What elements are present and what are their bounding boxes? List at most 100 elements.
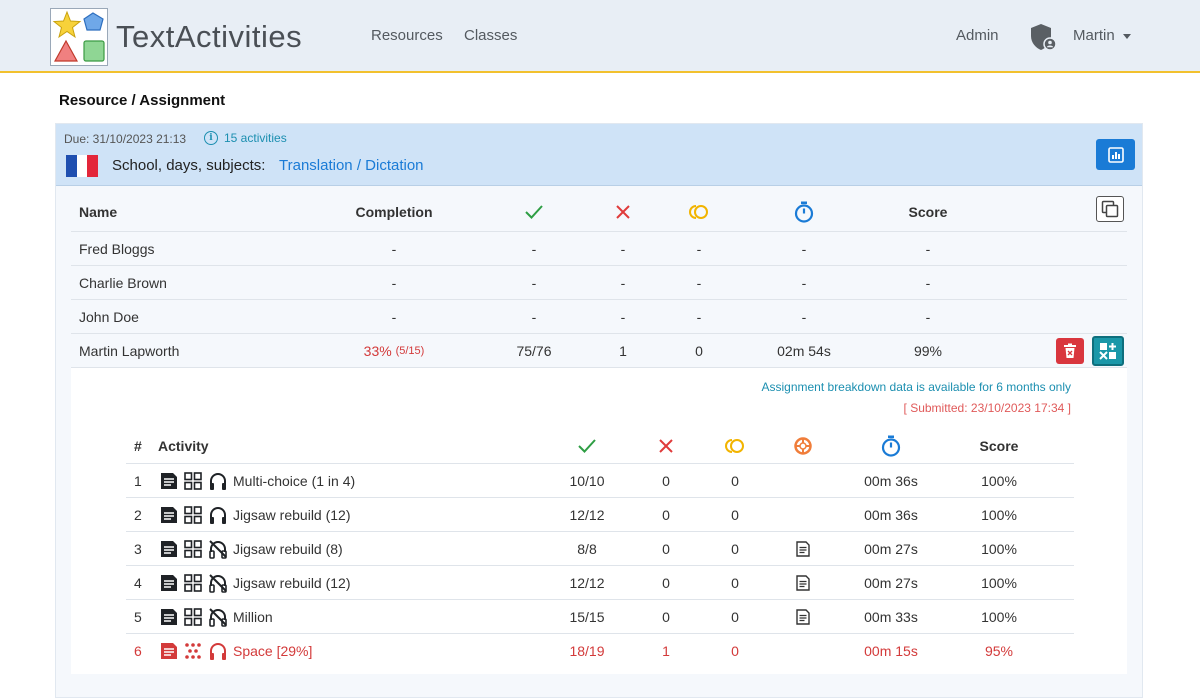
headphones-off-icon — [209, 607, 227, 627]
copy-button[interactable] — [1096, 196, 1124, 222]
student-name: Charlie Brown — [79, 274, 167, 291]
score-value: 100% — [981, 506, 1017, 523]
hints-value: 0 — [731, 472, 739, 489]
hints-value: - — [696, 274, 702, 291]
table-row[interactable]: Fred Bloggs - - - - - - — [71, 232, 1127, 266]
table-row[interactable]: Martin Lapworth 33% (5/15) 75/76 1 0 02m… — [71, 334, 1127, 368]
table-row[interactable]: 1 Multi-choice (1 in 4) 10/10 0 0 00m 36… — [126, 464, 1074, 498]
logo-icon — [50, 8, 108, 66]
wrong-value: 0 — [662, 472, 670, 489]
wrong-value: 0 — [662, 540, 670, 557]
time-value: 00m 27s — [864, 540, 918, 557]
check-icon — [509, 192, 559, 231]
time-value: - — [801, 274, 807, 291]
check-icon — [562, 428, 612, 463]
report-chart-button[interactable] — [1096, 139, 1135, 170]
table-row[interactable]: 2 Jigsaw rebuild (12) 12/12 0 0 00m 36s … — [126, 498, 1074, 532]
correct-value: 12/12 — [569, 506, 605, 523]
brand-name: TextActivities — [116, 19, 303, 54]
copy-icon — [1101, 200, 1119, 218]
score-value: 100% — [981, 608, 1017, 625]
lifebuoy-icon — [778, 428, 828, 463]
completion-value: - — [391, 308, 397, 325]
correct-value: - — [531, 308, 537, 325]
expand-breakdown-button[interactable] — [1092, 336, 1124, 366]
completion-value: - — [391, 240, 397, 257]
correct-value: 18/19 — [569, 643, 605, 659]
time-value: 00m 36s — [864, 472, 918, 489]
delete-button[interactable] — [1056, 338, 1084, 364]
hints-value: 0 — [731, 506, 739, 523]
headphones-off-icon — [209, 573, 227, 593]
user-menu-label: Martin — [1073, 27, 1115, 44]
activity-name: Multi-choice (1 in 4) — [233, 472, 356, 489]
activity-num: 2 — [134, 506, 142, 523]
activity-cell: Jigsaw rebuild (8) — [160, 532, 343, 565]
nav-resources[interactable]: Resources — [371, 27, 443, 44]
score-value: 100% — [981, 540, 1017, 557]
text-view-icon[interactable] — [778, 600, 828, 633]
text-view-icon[interactable] — [778, 532, 828, 565]
time-value: 00m 27s — [864, 574, 918, 591]
score-value: 99% — [913, 342, 943, 359]
header-score: Score — [908, 203, 948, 220]
header-name: Name — [79, 203, 118, 220]
hints-value: 0 — [731, 608, 739, 625]
wrong-value: 0 — [662, 506, 670, 523]
hints-value: 0 — [731, 540, 739, 557]
score-value: 100% — [981, 472, 1017, 489]
table-row[interactable]: 5 Million 15/15 0 0 00m 33s 100% — [126, 600, 1074, 634]
score-value: - — [925, 240, 931, 257]
nav-admin[interactable]: Admin — [956, 27, 999, 44]
activity-table-header: # Activity Score — [126, 428, 1074, 464]
hint-coins-icon — [710, 428, 760, 463]
table-row[interactable]: Charlie Brown - - - - - - — [71, 266, 1127, 300]
breakdown-notice: Assignment breakdown data is available f… — [761, 380, 1071, 394]
document-icon — [161, 540, 177, 557]
submitted-time: [ Submitted: 23/10/2023 17:34 ] — [903, 401, 1071, 415]
cross-icon — [641, 428, 691, 463]
dots-icon — [185, 643, 201, 659]
hint-coins-icon — [674, 192, 724, 231]
brand[interactable]: TextActivities — [50, 8, 302, 66]
student-name: John Doe — [79, 308, 139, 325]
grid-icon — [184, 471, 202, 490]
grid-icon — [184, 539, 202, 558]
time-value: 00m 33s — [864, 608, 918, 625]
activity-cell: Million — [160, 600, 273, 633]
hints-value: - — [696, 308, 702, 325]
correct-value: 10/10 — [569, 472, 605, 489]
header-completion: Completion — [355, 203, 433, 220]
activity-num: 6 — [134, 643, 142, 659]
table-row[interactable]: John Doe - - - - - - — [71, 300, 1127, 334]
wrong-value: - — [620, 240, 626, 257]
hints-value: - — [696, 240, 702, 257]
activity-cell: Jigsaw rebuild (12) — [160, 498, 351, 531]
correct-value: 12/12 — [569, 574, 605, 591]
table-row[interactable]: 3 Jigsaw rebuild (8) 8/8 0 0 00m 27s 100… — [126, 532, 1074, 566]
nav-classes[interactable]: Classes — [464, 27, 518, 44]
score-value: 100% — [981, 574, 1017, 591]
time-value: 02m 54s — [777, 342, 831, 359]
headphones-icon — [210, 472, 226, 490]
table-row[interactable]: 6 Space [29%] 18/19 1 0 — [126, 634, 1074, 668]
subject-link[interactable]: Translation / Dictation — [279, 157, 424, 174]
header-score: Score — [979, 437, 1019, 454]
chevron-down-icon — [1122, 33, 1131, 39]
cross-icon — [598, 192, 648, 231]
activity-name: Space [29%] — [233, 643, 313, 659]
navbar: TextActivities Resources Classes Admin M… — [0, 0, 1200, 73]
text-view-icon[interactable] — [778, 566, 828, 599]
wrong-value: 1 — [662, 643, 670, 659]
wrong-value: 0 — [662, 608, 670, 625]
due-date: Due: 31/10/2023 21:13 — [64, 132, 187, 146]
assignment-header: Due: 31/10/2023 21:13 i 15 activities Sc… — [56, 124, 1142, 186]
subject-label: School, days, subjects: — [112, 157, 266, 174]
user-menu[interactable]: Martin — [1073, 27, 1131, 44]
completion-detail: (5/15) — [395, 344, 425, 357]
completion-percent: 33% — [363, 342, 392, 359]
activities-link[interactable]: i 15 activities — [204, 131, 287, 145]
table-row[interactable]: 4 Jigsaw rebuild (12) 12/12 0 0 00m 27s … — [126, 566, 1074, 600]
assignment-card: Due: 31/10/2023 21:13 i 15 activities Sc… — [55, 123, 1143, 698]
time-value: 00m 36s — [864, 506, 918, 523]
